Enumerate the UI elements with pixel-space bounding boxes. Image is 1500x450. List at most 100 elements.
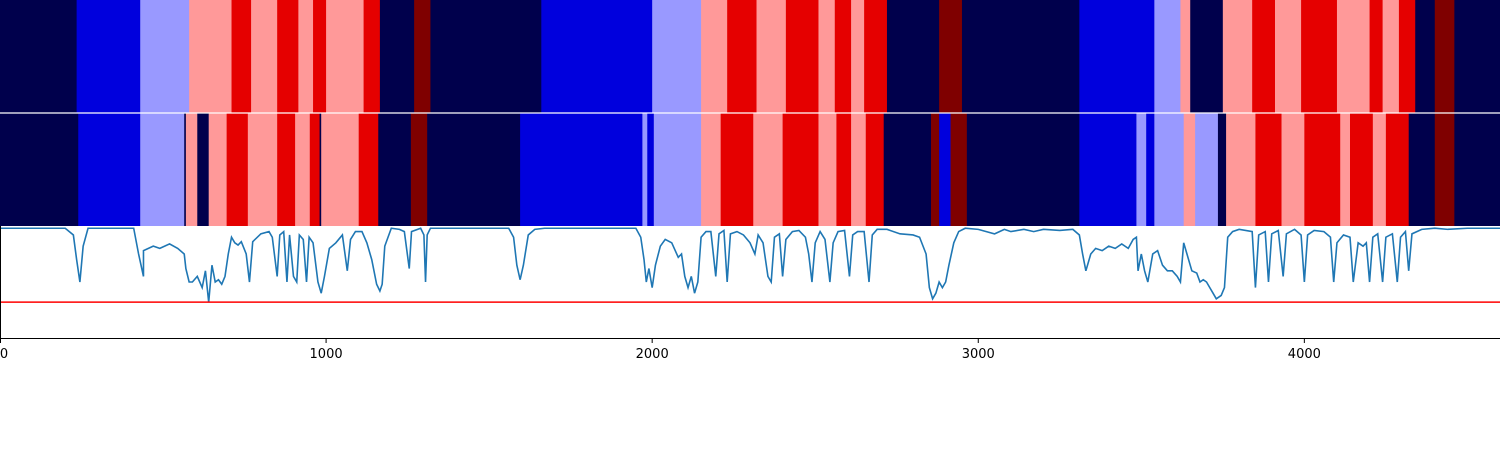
x-tick-2000: 2000 (636, 338, 669, 362)
track-1-segment-25 (939, 0, 963, 113)
track-1-segment-21 (834, 0, 852, 113)
track-2-segment-11 (309, 113, 320, 226)
track-2-segment-45 (1281, 113, 1305, 226)
track-1-segment-35 (1336, 0, 1370, 113)
track-1-segment-27 (1079, 0, 1155, 113)
track-2-segment-14 (358, 113, 379, 226)
track-2-segment-48 (1350, 113, 1374, 226)
track-2-segment-46 (1304, 113, 1341, 226)
track-1-segment-28 (1154, 0, 1181, 113)
track-2-segment-10 (295, 113, 311, 226)
track-2-segment-33 (939, 113, 951, 226)
track-1-segment-33 (1275, 0, 1302, 113)
track-2-segment-40 (1183, 113, 1196, 226)
track-2-segment-2 (140, 113, 185, 226)
track-2-segment-50 (1385, 113, 1410, 226)
track-1-segment-40 (1434, 0, 1455, 113)
track-2-segment-31 (883, 113, 932, 226)
x-axis: 0 1000 2000 3000 4000 (0, 338, 1321, 362)
track-2-segment-25 (753, 113, 784, 226)
track-2-segment-37 (1136, 113, 1147, 226)
track-2-segment-30 (865, 113, 885, 226)
x-tick-0: 0 (0, 338, 8, 362)
track-1-segment-34 (1301, 0, 1338, 113)
track-2-segment-26 (782, 113, 819, 226)
track-1-segment-22 (851, 0, 865, 113)
track-2-segment-21 (647, 113, 655, 226)
x-tick-label: 2000 (636, 347, 669, 362)
x-tick-4000: 4000 (1288, 338, 1321, 362)
track-2-segment-8 (247, 113, 278, 226)
track-2-segment-35 (966, 113, 1080, 226)
state-track-bottom (0, 113, 1500, 226)
track-1-segment-2 (140, 0, 190, 113)
track-2-segment-49 (1372, 113, 1387, 226)
track-2-segment-47 (1340, 113, 1351, 226)
x-tick-label: 3000 (962, 347, 995, 362)
track-2-segment-17 (427, 113, 521, 226)
track-2-segment-7 (226, 113, 249, 226)
track-1-segment-1 (76, 0, 141, 113)
track-1-segment-20 (818, 0, 836, 113)
track-2-segment-28 (836, 113, 852, 226)
track-1-segment-11 (379, 0, 415, 113)
track-2-segment-44 (1255, 113, 1282, 226)
x-tick-3000: 3000 (962, 338, 995, 362)
track-1-segment-15 (652, 0, 702, 113)
track-2-segment-27 (818, 113, 837, 226)
track-2-segment-52 (1434, 113, 1455, 226)
track-2-segment-16 (410, 113, 428, 226)
track-2-segment-38 (1146, 113, 1155, 226)
track-1-segment-0 (0, 0, 78, 113)
track-2-segment-5 (197, 113, 210, 226)
track-2-segment-9 (277, 113, 296, 226)
track-1-segment-4 (231, 0, 252, 113)
track-2-segment-19 (525, 113, 643, 226)
track-1-segment-41 (1454, 0, 1500, 113)
track-1-segment-32 (1252, 0, 1276, 113)
track-1-segment-10 (363, 0, 381, 113)
x-tick-label: 1000 (310, 347, 343, 362)
x-tick-label: 0 (0, 347, 8, 362)
track-2-segment-32 (930, 113, 940, 226)
track-2-segment-29 (851, 113, 867, 226)
track-1-segment-6 (277, 0, 299, 113)
track-2-segment-43 (1226, 113, 1256, 226)
track-1-segment-18 (756, 0, 787, 113)
track-1-segment-13 (430, 0, 542, 113)
axes-frame (0, 112, 1500, 339)
track-1-segment-23 (864, 0, 888, 113)
track-1-segment-3 (189, 0, 232, 113)
track-2-segment-1 (78, 113, 141, 226)
track-2-segment-18 (520, 113, 526, 226)
track-1-segment-31 (1222, 0, 1253, 113)
track-2-segment-22 (653, 113, 702, 226)
track-2-segment-53 (1454, 113, 1500, 226)
track-1-segment-29 (1180, 0, 1191, 113)
track-2-segment-15 (378, 113, 412, 226)
track-1-segment-16 (701, 0, 728, 113)
track-1-segment-39 (1415, 0, 1436, 113)
track-1-segment-9 (326, 0, 364, 113)
state-track-top (0, 0, 1500, 113)
track-1-segment-8 (313, 0, 327, 113)
track-1-segment-5 (251, 0, 278, 113)
track-1-segment-36 (1369, 0, 1384, 113)
track-1-segment-30 (1190, 0, 1224, 113)
signal-line (0, 227, 1500, 303)
track-1-segment-17 (727, 0, 757, 113)
track-2-segment-4 (185, 113, 198, 226)
track-1-segment-14 (541, 0, 653, 113)
track-1-segment-26 (961, 0, 1080, 113)
track-2-segment-34 (950, 113, 968, 226)
track-2-segment-3 (184, 113, 187, 226)
track-2-segment-39 (1154, 113, 1185, 226)
x-tick-label: 4000 (1288, 347, 1321, 362)
track-1-segment-19 (785, 0, 819, 113)
track-2-segment-13 (321, 113, 360, 226)
track-2-segment-6 (208, 113, 228, 226)
track-2-segment-36 (1079, 113, 1137, 226)
track-1-segment-37 (1382, 0, 1400, 113)
x-tick-1000: 1000 (310, 338, 343, 362)
